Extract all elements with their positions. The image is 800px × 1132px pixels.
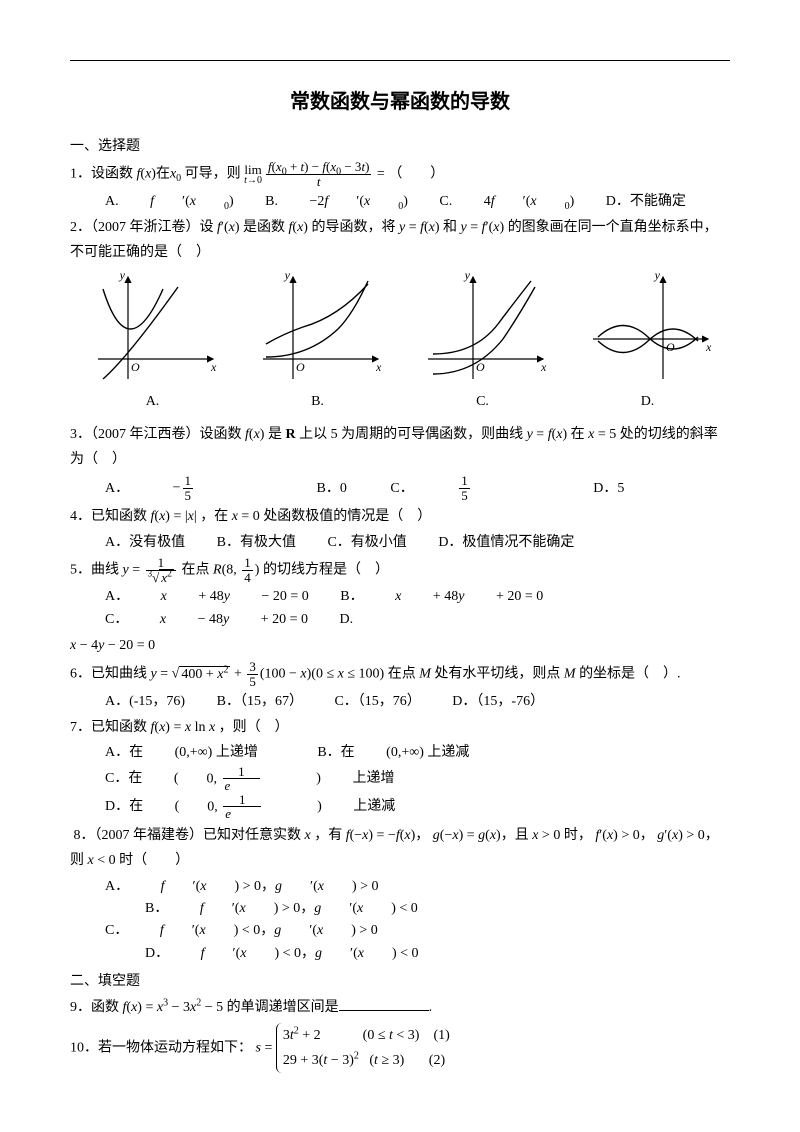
question-6: 6．已知曲线 y = √400 + x2 + 35(100 − x)(0 ≤ x… bbox=[70, 660, 730, 688]
svg-text:O: O bbox=[666, 340, 675, 354]
q5-option-d-extra: x − 4y − 20 = 0 bbox=[70, 633, 730, 658]
q5-options: A． x + 48y − 20 = 0 B． x + 48y + 20 = 0 … bbox=[105, 586, 730, 631]
graph-a: y x O bbox=[83, 269, 223, 389]
q2-graphs: y x O y x O y x O y x O bbox=[70, 269, 730, 389]
q3-options: A． −15 B．0 C． 15 D．5 bbox=[105, 474, 730, 502]
q4-options: A．没有极值 B．有极大值 C．有极小值 D．极值情况不能确定 bbox=[105, 532, 730, 554]
q8-options-ab: A． f′(x) > 0，g′(x) > 0 B． f′(x) > 0，g′(x… bbox=[105, 876, 730, 921]
q8-options-cd: C． f′(x) < 0，g′(x) > 0 D． f′(x) < 0，g′(x… bbox=[105, 920, 730, 965]
section1-header: 一、选择题 bbox=[70, 136, 730, 158]
graph-d: y x O bbox=[578, 269, 718, 389]
question-2: 2．（2007 年浙江卷）设 f′(x) 是函数 f(x) 的导函数，将 y =… bbox=[70, 215, 730, 265]
q7-options-cd: C．在 (0, 1e) 上递增 D．在 (0, 1e) 上递减 bbox=[105, 765, 730, 822]
question-3: 3．（2007 年江西卷）设函数 f(x) 是 R 上以 5 为周期的可导偶函数… bbox=[70, 422, 730, 472]
svg-text:O: O bbox=[131, 360, 140, 374]
question-10: 10．若一物体运动方程如下： s = 3t2 + 2 (0 ≤ t < 3) (… bbox=[70, 1023, 730, 1073]
question-4: 4．已知函数 f(x) = |x| ，在 x = 0 处函数极值的情况是（ ） bbox=[70, 504, 730, 529]
svg-text:x: x bbox=[540, 360, 547, 374]
question-5: 5．曲线 y = 13√x2 在点 R(8, 14) 的切线方程是（ ） bbox=[70, 556, 730, 584]
graph-c: y x O bbox=[413, 269, 553, 389]
svg-text:y: y bbox=[463, 269, 470, 282]
svg-text:x: x bbox=[375, 360, 382, 374]
svg-text:x: x bbox=[210, 360, 217, 374]
question-9: 9．函数 f(x) = x3 − 3x2 − 5 的单调递增区间是. bbox=[70, 995, 730, 1020]
q1-options: A. f′(x0) B. −2f′(x0) C. 4f′(x0) D．不能确定 bbox=[105, 191, 730, 213]
question-1: 1．设函数 f(x)在x0 可导，则 limt→0f(x0 + t) − f(x… bbox=[70, 160, 730, 188]
svg-text:x: x bbox=[705, 340, 712, 354]
section2-header: 二、填空题 bbox=[70, 971, 730, 993]
q7-options-ab: A．在 (0,+∞) 上递增 B．在 (0,+∞) 上递减 bbox=[105, 742, 730, 764]
svg-text:y: y bbox=[118, 269, 125, 282]
page-title: 常数函数与幂函数的导数 bbox=[70, 86, 730, 118]
svg-text:y: y bbox=[283, 269, 290, 282]
q6-options: A．(-15，76) B．（15，67） C．（15，76） D．（15，-76… bbox=[105, 691, 730, 713]
q2-graph-labels: A.B.C.D. bbox=[70, 391, 730, 413]
graph-b: y x O bbox=[248, 269, 388, 389]
svg-text:O: O bbox=[296, 360, 305, 374]
svg-text:y: y bbox=[653, 269, 660, 282]
question-7: 7．已知函数 f(x) = x ln x ，则（ ） bbox=[70, 715, 730, 740]
question-8: 8．（2007 年福建卷）已知对任意实数 x ，有 f(−x) = −f(x)，… bbox=[70, 823, 730, 873]
